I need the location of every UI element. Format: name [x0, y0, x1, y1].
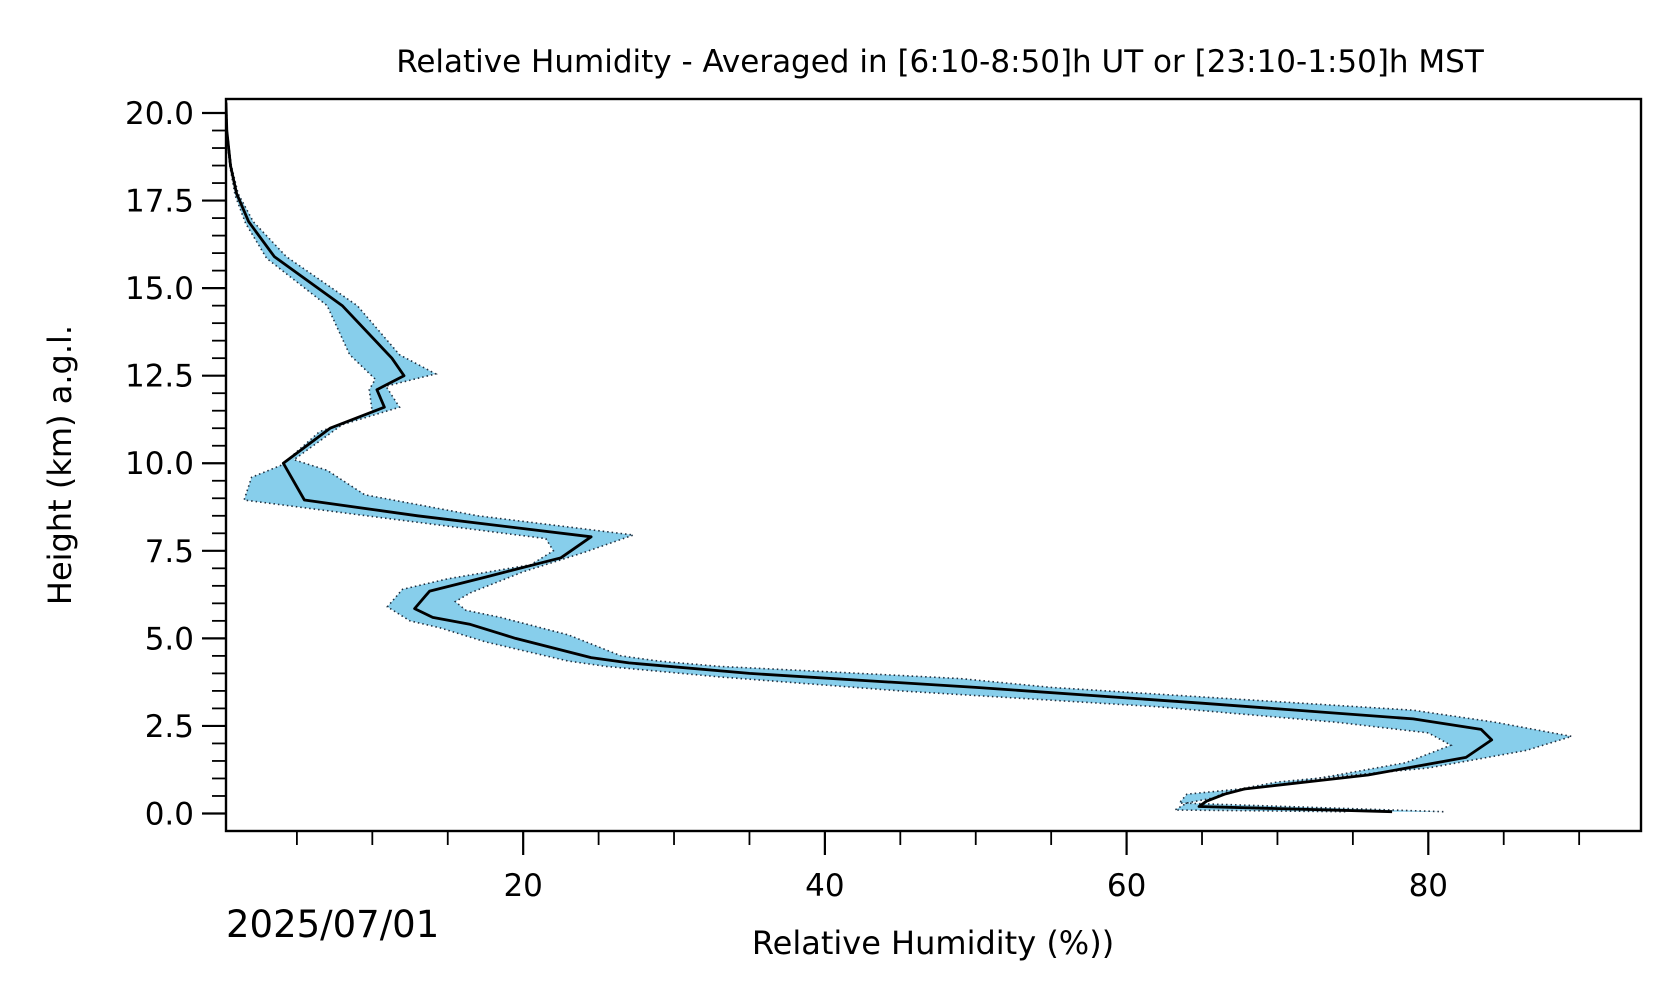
y-tick-label: 2.5 [145, 709, 194, 745]
x-axis-ticks: 20 40 60 80 [296, 831, 1581, 904]
chart-title: Relative Humidity - Averaged in [6:10-8:… [396, 44, 1485, 80]
date-label: 2025/07/01 [226, 903, 439, 946]
y-tick-label: 17.5 [125, 184, 194, 220]
y-tick-label: 5.0 [145, 621, 194, 657]
mean-humidity-line [226, 102, 1494, 814]
y-axis-label: Height (km) a.g.l. [41, 325, 79, 605]
plot-frame [224, 97, 1643, 833]
uncertainty-band [226, 102, 1572, 812]
x-tick-label: 20 [503, 868, 542, 904]
band-upper-edge [226, 102, 1572, 813]
x-axis-label: Relative Humidity (%)) [752, 924, 1114, 962]
y-tick-label: 20.0 [125, 96, 194, 132]
y-tick-label: 12.5 [125, 359, 194, 395]
x-tick-label: 60 [1107, 868, 1146, 904]
y-tick-label: 7.5 [145, 534, 194, 570]
x-tick-label: 40 [805, 868, 844, 904]
y-tick-label: 0.0 [145, 796, 194, 832]
y-tick-label: 10.0 [125, 446, 194, 482]
x-tick-label: 80 [1409, 868, 1448, 904]
plot-area [226, 102, 1572, 814]
y-axis-ticks: 0.0 2.5 5.0 7.5 10.0 12.5 15.0 17.5 20.0 [125, 96, 226, 832]
y-tick-label: 15.0 [125, 271, 194, 307]
